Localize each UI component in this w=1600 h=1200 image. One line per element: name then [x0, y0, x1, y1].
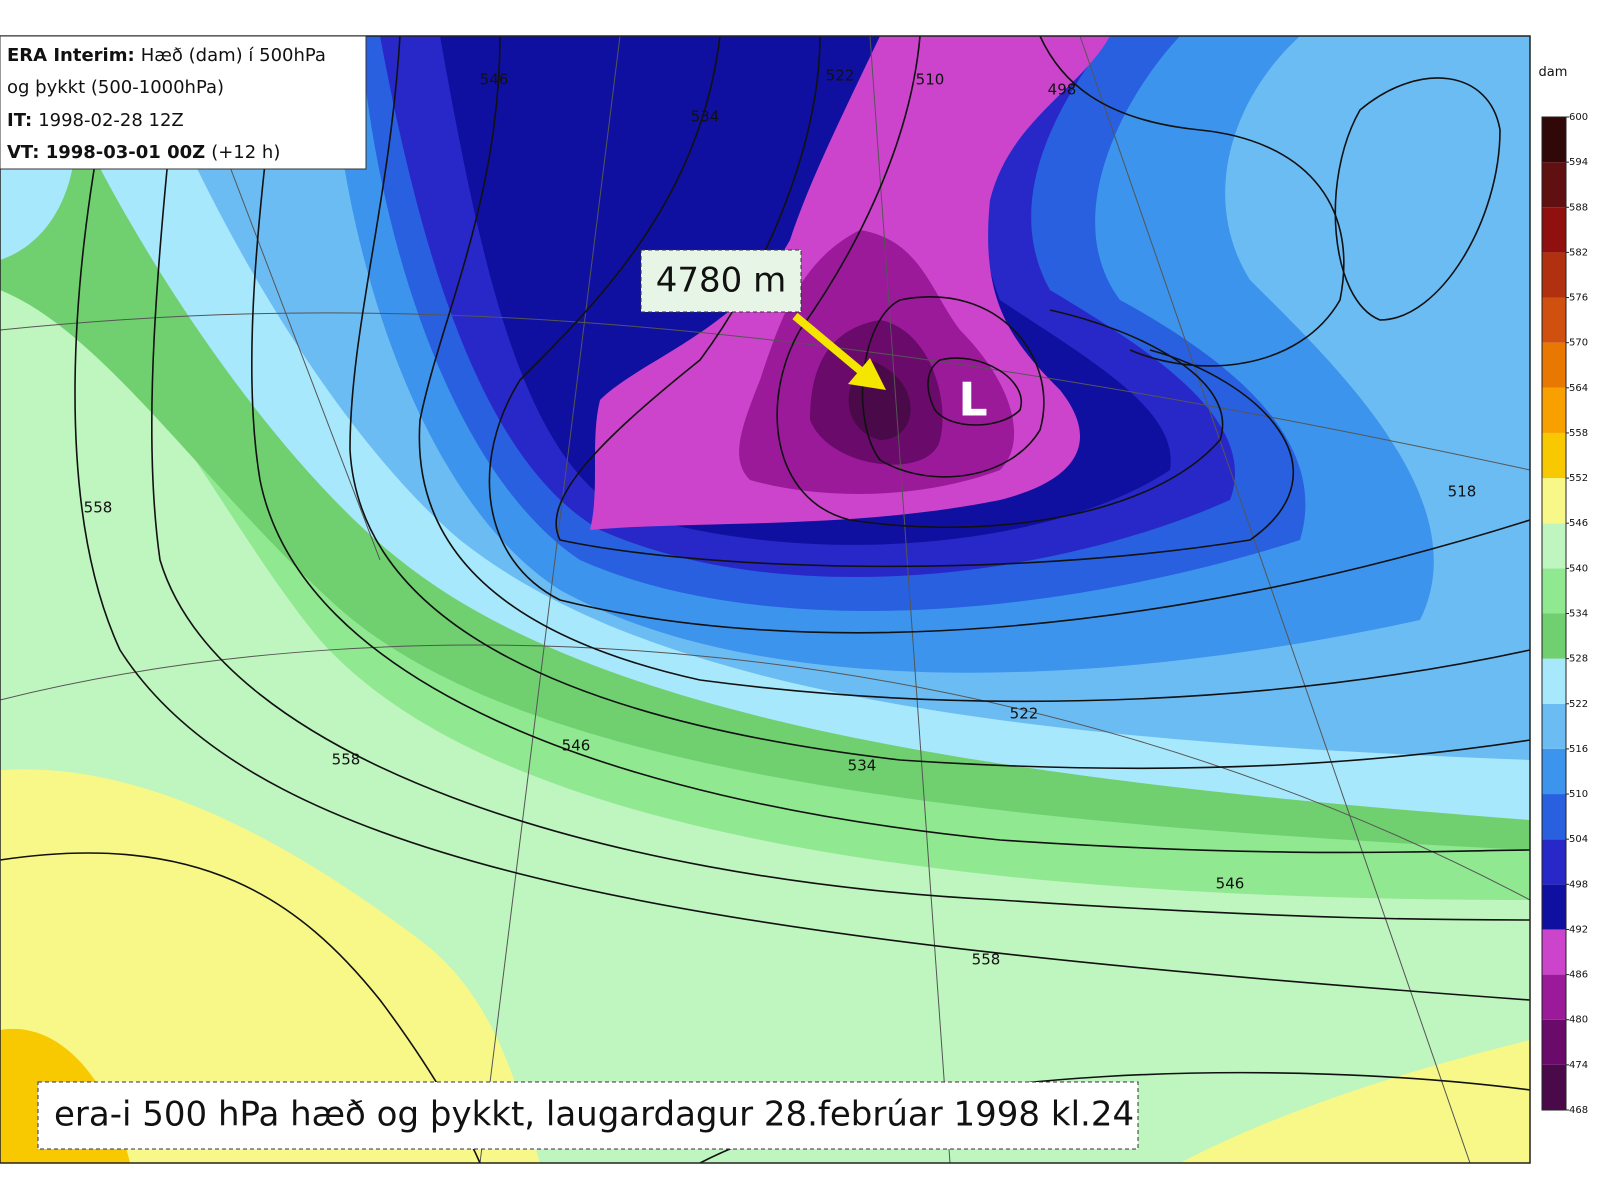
header-text: Hæð (dam) í 500hPa — [141, 45, 326, 66]
colorbar-band — [1542, 342, 1566, 388]
contour-label: 546 — [1216, 875, 1245, 893]
contour-label: 498 — [1048, 81, 1077, 99]
contour-label: 558 — [972, 951, 1001, 969]
colorbar-tick-label: 480 — [1569, 1015, 1588, 1026]
colorbar-tick-label: 600 — [1569, 112, 1588, 123]
header-text: (+12 h) — [211, 142, 280, 163]
arrow-head — [848, 358, 886, 390]
colorbar-unit: dam — [1539, 65, 1568, 80]
contour-label: 546 — [562, 737, 591, 755]
colorbar-band — [1542, 207, 1566, 253]
colorbar-tick-label: 486 — [1569, 970, 1588, 981]
map: 546 534 522 510 498 558 558 546 534 522 … — [0, 35, 1531, 1164]
header-line: VT: 1998-03-01 00Z (+12 h) — [7, 142, 280, 163]
contour-label: 522 — [1010, 705, 1039, 723]
colorbar-tick-label: 498 — [1569, 879, 1588, 890]
header-text: 1998-02-28 12Z — [38, 110, 184, 131]
contour-label: 534 — [848, 757, 877, 775]
header-line: og þykkt (500-1000hPa) — [7, 77, 224, 98]
header-line: IT: 1998-02-28 12Z — [7, 110, 184, 131]
colorbar-band — [1542, 748, 1566, 795]
contour-label: 522 — [826, 67, 855, 85]
colorbar-band — [1542, 794, 1566, 840]
contour-label: 558 — [84, 499, 113, 517]
colorbar-tick-label: 546 — [1569, 518, 1588, 529]
contour-label: 546 — [480, 71, 509, 89]
colorbar-tick-label: 522 — [1569, 699, 1588, 710]
colorbar-tick-label: 576 — [1569, 293, 1588, 304]
colorbar-band — [1542, 162, 1566, 208]
arrow — [792, 312, 865, 376]
colorbar-tick-label: 510 — [1569, 789, 1588, 800]
colorbar-tick-label: 552 — [1569, 473, 1588, 484]
colorbar-band — [1542, 252, 1566, 298]
colorbar-band — [1542, 478, 1566, 524]
colorbar-tick-label: 564 — [1569, 383, 1588, 394]
header-label: VT: 1998-03-01 00Z — [7, 142, 205, 163]
contour-label: 518 — [1448, 483, 1477, 501]
header-label: IT: — [7, 110, 32, 131]
colorbar-band — [1542, 568, 1566, 614]
colorbar-band — [1542, 884, 1566, 930]
low-label: L — [958, 373, 987, 427]
colorbar-tick-label: 582 — [1569, 247, 1588, 258]
contour-label: 534 — [691, 108, 720, 126]
colorbar-band — [1542, 839, 1566, 885]
colorbar-band — [1542, 1064, 1566, 1110]
caption-box: era-i 500 hPa hæð og þykkt, laugardagur … — [37, 1081, 1139, 1150]
colorbar-band — [1542, 1019, 1566, 1065]
colorbar-tick-label: 468 — [1569, 1105, 1588, 1116]
colorbar-band — [1542, 387, 1566, 433]
contour-label: 510 — [916, 71, 945, 89]
colorbar: dam 468 474 480 486 492 498 504 510 516 522 528 534… — [1539, 65, 1589, 1116]
colorbar-tick-label: 492 — [1569, 924, 1588, 935]
header-line: ERA Interim: Hæð (dam) í 500hPa — [7, 45, 326, 66]
colorbar-tick-label: 504 — [1569, 834, 1588, 845]
colorbar-band — [1542, 974, 1566, 1020]
colorbar-tick-label: 558 — [1569, 428, 1588, 439]
colorbar-tick-label: 516 — [1569, 744, 1588, 755]
header: ERA Interim: Hæð (dam) í 500hPa og þykkt … — [0, 35, 367, 170]
colorbar-tick-label: 528 — [1569, 654, 1588, 665]
colorbar-band — [1542, 117, 1566, 163]
colorbar-tick-label: 594 — [1569, 157, 1588, 168]
colorbar-band — [1542, 613, 1566, 659]
colorbar-band — [1542, 297, 1566, 343]
colorbar-tick-label: 474 — [1569, 1060, 1588, 1071]
contour-label: 558 — [332, 751, 361, 769]
colorbar-tick-label: 534 — [1569, 609, 1588, 620]
colorbar-tick-label: 570 — [1569, 338, 1588, 349]
header-label: ERA Interim: — [7, 45, 135, 66]
colorbar-band — [1542, 658, 1566, 704]
annotation: 4780 m — [656, 261, 786, 301]
colorbar-band — [1542, 523, 1566, 569]
colorbar-band — [1542, 703, 1566, 749]
colorbar-tick-label: 588 — [1569, 202, 1588, 213]
caption: era-i 500 hPa hæð og þykkt, laugardagur … — [54, 1095, 1134, 1135]
annotation-box — [640, 249, 802, 313]
colorbar-tick-label: 540 — [1569, 563, 1588, 574]
colorbar-band — [1542, 929, 1566, 975]
colorbar-band — [1542, 432, 1566, 479]
